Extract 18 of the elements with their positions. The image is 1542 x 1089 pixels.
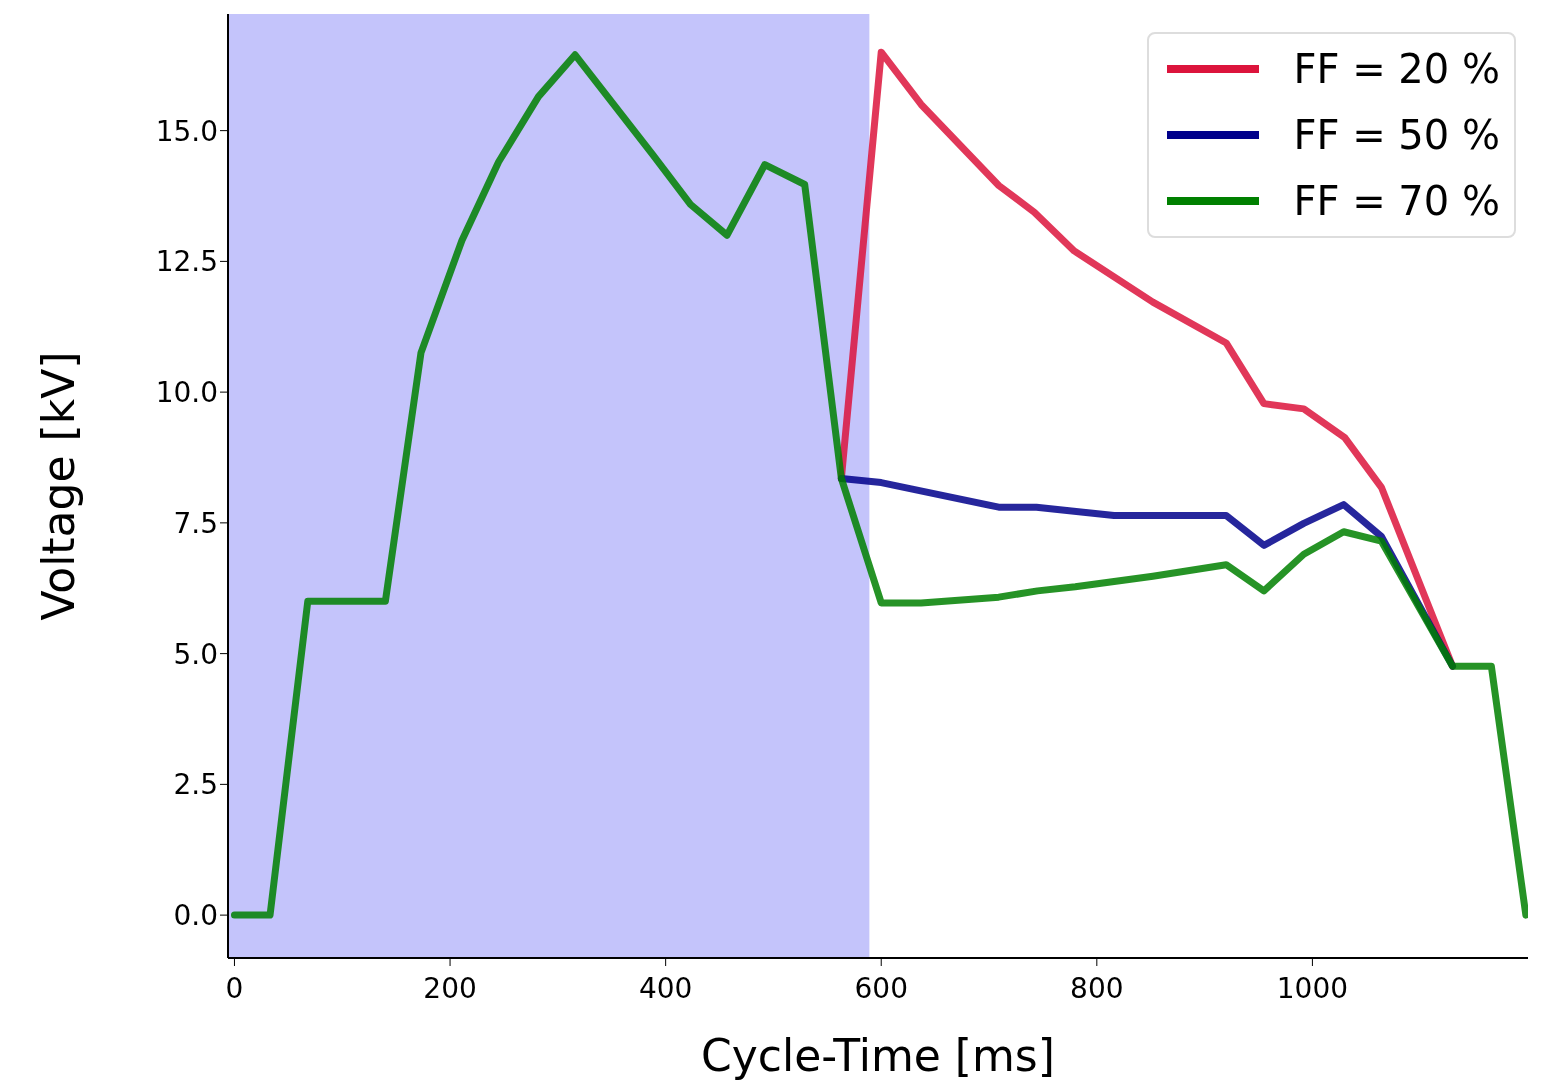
y-tick-label: 0.0 (173, 899, 218, 933)
y-tick-label: 5.0 (173, 637, 218, 671)
legend-label: FF = 20 % (1293, 46, 1500, 92)
y-tick-label: 15.0 (155, 114, 218, 148)
y-axis-title: Voltage [kV] (32, 351, 84, 621)
x-tick-label: 800 (1070, 971, 1124, 1005)
x-axis-title: Cycle-Time [ms] (701, 1030, 1055, 1081)
x-tick-label: 1000 (1276, 971, 1349, 1005)
y-tick-label: 10.0 (155, 376, 218, 410)
x-tick-label: 200 (423, 971, 477, 1005)
x-tick-label: 400 (638, 971, 693, 1005)
x-tick-label: 600 (854, 971, 908, 1005)
y-tick-label: 12.5 (155, 245, 218, 279)
y-tick-label: 7.5 (173, 506, 218, 540)
y-tick-label: 2.5 (173, 768, 218, 802)
legend-label: FF = 70 % (1293, 178, 1500, 224)
legend-label: FF = 50 % (1293, 112, 1500, 158)
x-tick-label: 0 (225, 971, 244, 1005)
